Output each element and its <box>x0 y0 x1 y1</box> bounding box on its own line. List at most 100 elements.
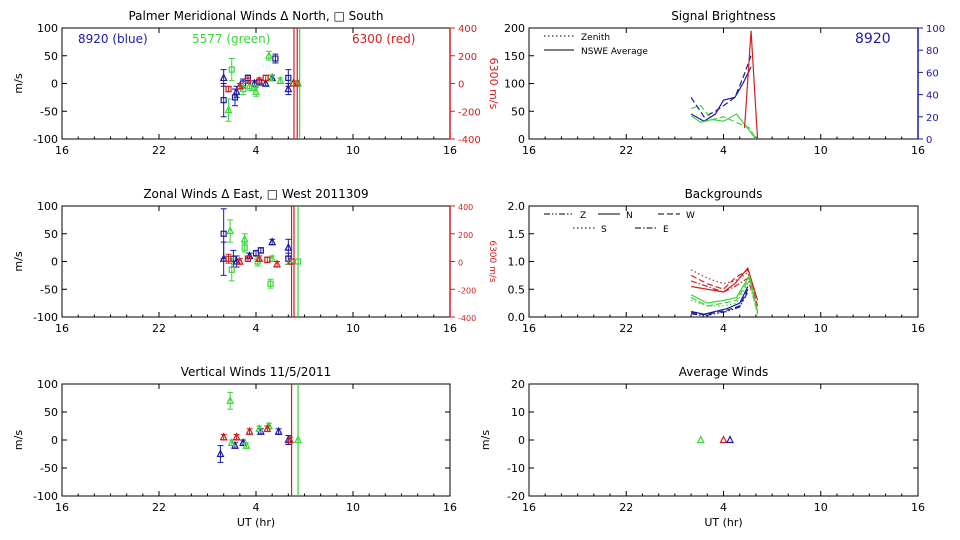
x-tick-label: 4 <box>720 501 727 514</box>
series-line <box>690 113 757 140</box>
data-point-square <box>220 230 227 237</box>
y-tick-label: 0.0 <box>508 311 526 324</box>
y-tick-label: 0 <box>51 434 58 447</box>
x-tick-label: 16 <box>911 144 925 157</box>
data-point-triangle <box>216 449 225 458</box>
x-tick-label: 10 <box>346 322 360 335</box>
data-point-triangle <box>276 75 285 84</box>
y-tick-label: 0 <box>518 434 525 447</box>
x-tick-label: 16 <box>911 322 925 335</box>
data-point-square <box>262 74 269 82</box>
data-point-square <box>267 280 274 287</box>
y-tick-label: 50 <box>511 105 525 118</box>
series-line <box>690 105 757 140</box>
y-tick-label: 50 <box>44 50 58 63</box>
data-point-triangle <box>261 78 270 87</box>
data-point-square <box>241 244 248 251</box>
series-line <box>690 288 749 316</box>
x-tick-label: 16 <box>55 501 69 514</box>
y-tick-label: -50 <box>40 105 58 118</box>
y-tick-label: 200 <box>504 22 525 35</box>
y-axis-label: m/s <box>12 73 25 93</box>
y-tick-label: -50 <box>40 283 58 296</box>
legend-label: Z <box>580 211 586 221</box>
x-tick-label: 4 <box>253 501 260 514</box>
x-tick-label: 10 <box>346 501 360 514</box>
y-tick-label: 50 <box>44 228 58 241</box>
data-point-square <box>288 258 295 265</box>
x-tick-label: 22 <box>152 322 166 335</box>
right-axis-tick-label: -400 <box>458 314 476 323</box>
data-point-square <box>294 258 302 265</box>
data-point-triangle <box>255 75 264 84</box>
right-axis-tick-label: 60 <box>926 68 939 79</box>
annotation-label: 6300 (red) <box>352 32 415 46</box>
data-point-triangle <box>696 435 705 444</box>
y-tick-label: 100 <box>37 200 58 213</box>
plot-frame <box>61 383 451 497</box>
data-point-triangle <box>255 253 264 262</box>
y-tick-label: 150 <box>504 50 525 63</box>
data-point-triangle <box>284 242 293 251</box>
x-tick-label: 16 <box>522 501 536 514</box>
data-point-triangle <box>245 426 254 435</box>
chart-title: Signal Brightness <box>671 9 776 23</box>
y-tick-label: 1.5 <box>508 228 526 241</box>
right-axis-tick-label: 400 <box>458 24 477 35</box>
data-point-triangle <box>264 50 273 59</box>
data-point-square <box>244 255 252 262</box>
y-tick-label: 100 <box>37 378 58 391</box>
y-tick-label: 10 <box>511 406 525 419</box>
right-axis-tick-label: -200 <box>458 286 476 295</box>
right-axis-tick-label: 20 <box>926 113 939 124</box>
y-axis-label: m/s <box>12 430 25 450</box>
x-tick-label: 4 <box>720 322 727 335</box>
x-tick-label: 16 <box>443 501 457 514</box>
data-point-triangle <box>219 432 228 441</box>
data-point-triangle <box>273 259 281 268</box>
x-tick-label: 22 <box>619 501 633 514</box>
x-tick-label: 22 <box>152 144 166 157</box>
data-point-triangle <box>232 86 241 95</box>
x-tick-label: 4 <box>720 144 727 157</box>
x-tick-label: 10 <box>346 144 360 157</box>
chart-title: Palmer Meridional Winds Δ North, □ South <box>128 9 383 23</box>
data-point-triangle <box>294 435 303 444</box>
y-tick-label: 0.5 <box>508 283 526 296</box>
y-tick-label: 50 <box>44 406 58 419</box>
right-axis-label: 6300 m/s <box>487 240 497 283</box>
x-tick-label: 16 <box>443 322 457 335</box>
right-axis-tick-label: 200 <box>458 52 477 63</box>
y-tick-label: 0 <box>51 256 58 269</box>
y-tick-label: -100 <box>33 133 58 146</box>
right-axis-label: 6300 m/s <box>487 58 500 110</box>
y-axis-label: m/s <box>479 430 492 450</box>
panel-zonal: Zonal Winds Δ East, □ West 2011309 16 22 4 1… <box>12 187 497 335</box>
series-line <box>690 273 759 312</box>
x-tick-label: 4 <box>253 144 260 157</box>
series-line <box>743 30 759 140</box>
data-point-triangle <box>268 253 277 262</box>
right-axis-tick-label: -200 <box>458 107 481 118</box>
y-tick-label: -100 <box>33 311 58 324</box>
data-point-triangle <box>224 105 233 114</box>
right-axis-tick-label: -400 <box>458 135 481 146</box>
x-tick-label: 16 <box>55 144 69 157</box>
right-axis-tick-label: 0 <box>926 135 932 146</box>
right-axis-tick-label: 200 <box>458 231 473 240</box>
right-axis-tick-label: 40 <box>926 91 939 102</box>
series-line <box>690 286 749 315</box>
y-tick-label: 20 <box>511 378 525 391</box>
data-point-triangle <box>242 440 251 449</box>
y-tick-label: 0 <box>51 78 58 91</box>
legend-label: Zenith <box>581 33 610 43</box>
data-point-triangle <box>255 423 264 432</box>
chart-title: Backgrounds <box>685 187 763 201</box>
legend-label: NSWE Average <box>581 47 648 57</box>
x-tick-label: 16 <box>522 322 536 335</box>
data-point-triangle <box>227 437 236 446</box>
